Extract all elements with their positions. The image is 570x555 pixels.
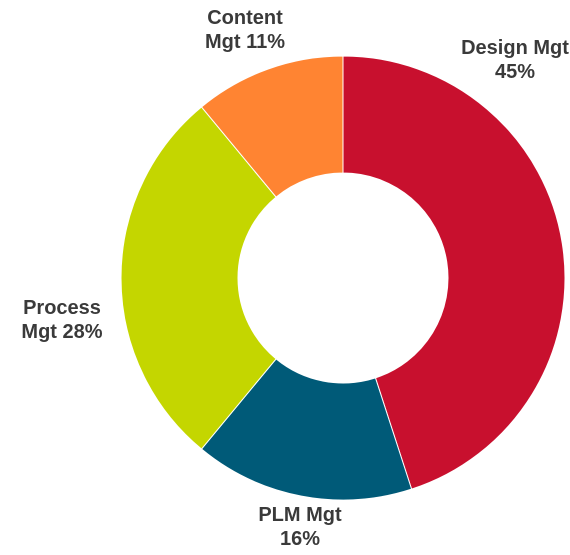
- segment-label: Design Mgt 45%: [460, 36, 570, 84]
- value-label: 45%: [494, 61, 536, 83]
- segment-label: PLM Mgt 16%: [245, 503, 355, 551]
- value-label: 28%: [62, 321, 103, 343]
- category-label: Design Mgt: [461, 37, 569, 59]
- donut-segment: [200, 358, 413, 501]
- category-label: Process Mgt: [21, 297, 101, 343]
- donut-segment: [342, 55, 566, 490]
- category-label: Content Mgt: [204, 7, 283, 53]
- category-label: PLM Mgt: [258, 504, 342, 526]
- value-label: 11%: [246, 31, 286, 53]
- segment-label: Content Mgt 11%: [190, 6, 300, 54]
- segment-label: Process Mgt 28%: [7, 296, 117, 344]
- donut-segment: [120, 106, 277, 450]
- donut-segment: [200, 55, 344, 198]
- value-label: 16%: [279, 528, 321, 550]
